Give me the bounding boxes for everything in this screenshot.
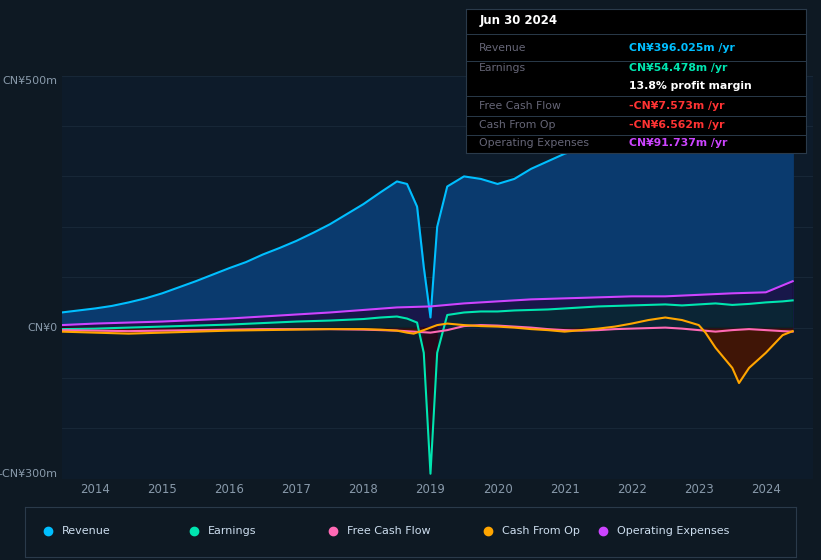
Text: Earnings: Earnings xyxy=(479,63,526,73)
Text: CN¥0: CN¥0 xyxy=(28,323,57,333)
Text: CN¥500m: CN¥500m xyxy=(2,76,57,86)
Text: Cash From Op: Cash From Op xyxy=(502,526,580,536)
Text: Free Cash Flow: Free Cash Flow xyxy=(347,526,431,536)
Text: CN¥91.737m /yr: CN¥91.737m /yr xyxy=(629,138,727,148)
Text: CN¥396.025m /yr: CN¥396.025m /yr xyxy=(629,43,735,53)
Text: Revenue: Revenue xyxy=(479,43,526,53)
Text: Cash From Op: Cash From Op xyxy=(479,119,556,129)
Text: Earnings: Earnings xyxy=(209,526,257,536)
Text: 13.8% profit margin: 13.8% profit margin xyxy=(629,81,752,91)
Text: -CN¥7.573m /yr: -CN¥7.573m /yr xyxy=(629,101,725,111)
Text: -CN¥6.562m /yr: -CN¥6.562m /yr xyxy=(629,119,725,129)
Text: Revenue: Revenue xyxy=(62,526,110,536)
Text: -CN¥300m: -CN¥300m xyxy=(0,469,57,479)
Text: Free Cash Flow: Free Cash Flow xyxy=(479,101,561,111)
Text: Jun 30 2024: Jun 30 2024 xyxy=(479,14,557,27)
Text: CN¥54.478m /yr: CN¥54.478m /yr xyxy=(629,63,727,73)
Text: Operating Expenses: Operating Expenses xyxy=(617,526,730,536)
Text: Operating Expenses: Operating Expenses xyxy=(479,138,589,148)
